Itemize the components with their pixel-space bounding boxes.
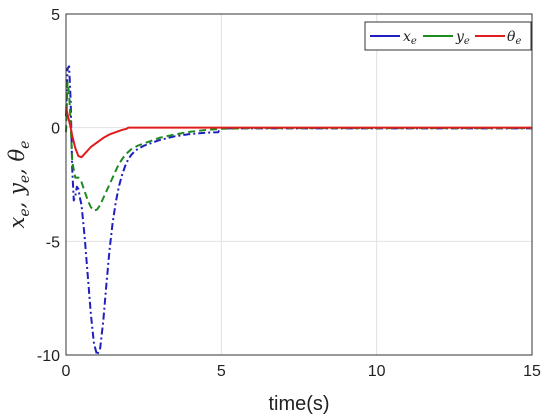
series-lines [65,65,532,356]
legend-label-theta: θe [507,29,521,47]
y-tick-label: -10 [37,348,60,365]
x-tick-label: 5 [217,363,226,380]
y-tick-label: -5 [46,234,60,251]
x-tick-label: 0 [62,363,71,380]
legend: xe ye θe [364,21,532,51]
y-tick-label: 5 [51,7,60,24]
legend-label-ye: ye [455,29,470,47]
tick-labels: 0 5 10 15 5 0 -5 -10 [37,7,541,380]
x-tick-label: 10 [368,363,386,380]
series-line-theta [65,106,532,159]
series-line-xe [65,65,532,356]
plot-frame [65,13,533,356]
y-tick-label: 0 [51,121,60,138]
x-axis-label: time(s) [268,393,329,415]
y-axis-label: xe, ye, θe [5,141,33,229]
grid-lines [65,13,533,356]
legend-label-xe: xe [403,29,417,47]
x-tick-label: 15 [523,363,541,380]
series-line-ye [65,81,532,212]
